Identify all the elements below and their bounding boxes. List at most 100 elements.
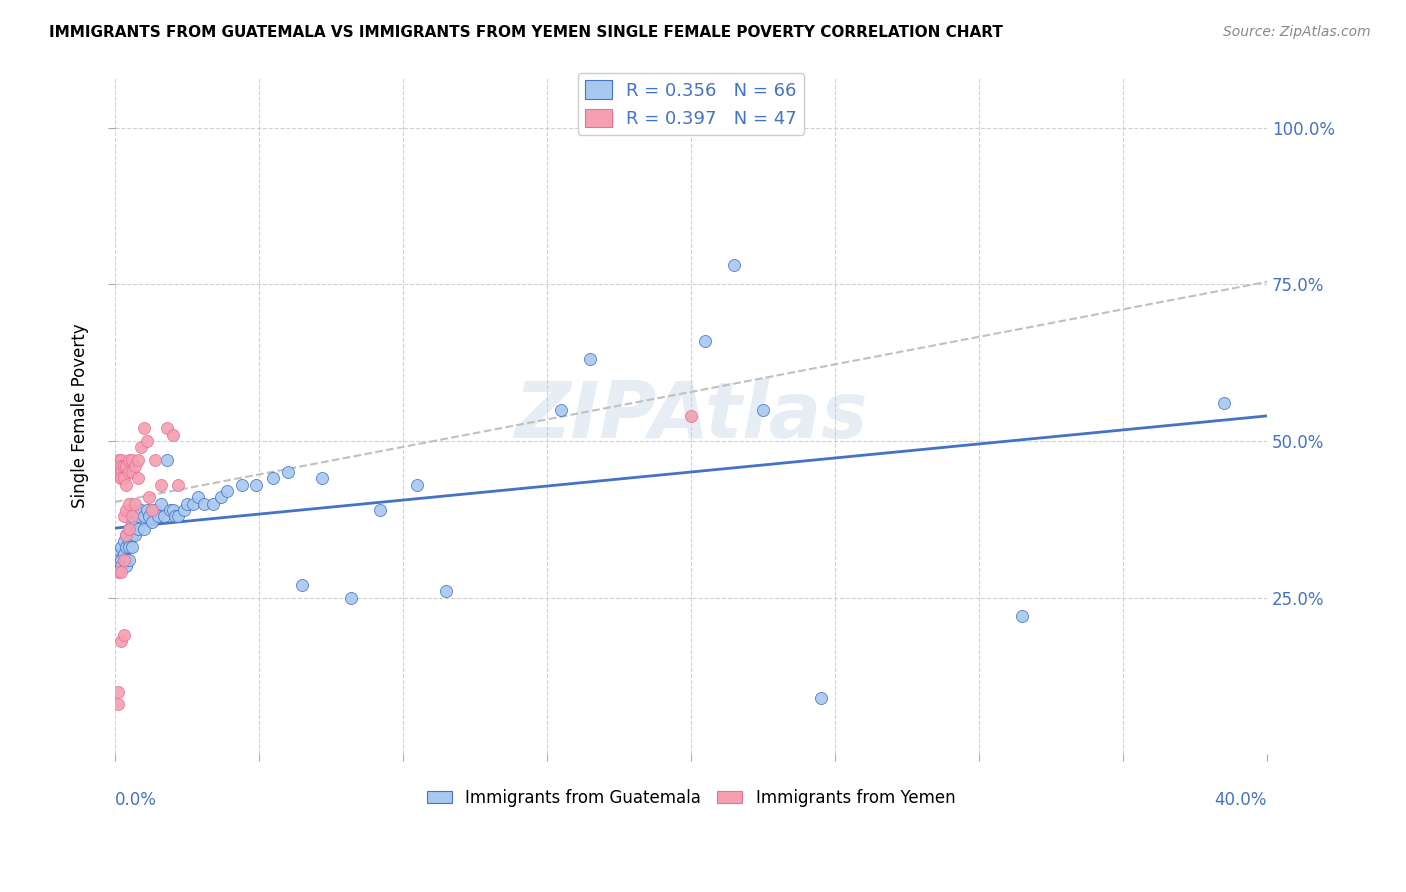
Point <box>143 452 166 467</box>
Point <box>115 553 138 567</box>
Point <box>162 427 184 442</box>
Point <box>143 503 166 517</box>
Point <box>434 584 457 599</box>
Point <box>550 402 572 417</box>
Point <box>146 509 169 524</box>
Point <box>193 497 215 511</box>
Point <box>115 503 138 517</box>
Point <box>201 497 224 511</box>
Text: ZIPAtlas: ZIPAtlas <box>515 378 868 454</box>
Point <box>107 465 129 479</box>
Point <box>695 334 717 348</box>
Point <box>118 541 141 555</box>
Point <box>141 503 163 517</box>
Point <box>110 452 132 467</box>
Point <box>110 471 132 485</box>
Point <box>141 516 163 530</box>
Point <box>110 559 132 574</box>
Point <box>129 503 152 517</box>
Point <box>1212 396 1234 410</box>
Point <box>121 509 143 524</box>
Point <box>118 534 141 549</box>
Point <box>112 628 135 642</box>
Point <box>112 458 135 473</box>
Point <box>110 541 132 555</box>
Point <box>115 559 138 574</box>
Point <box>121 452 143 467</box>
Point <box>118 553 141 567</box>
Point <box>277 465 299 479</box>
Point <box>167 477 190 491</box>
Point <box>121 516 143 530</box>
Point <box>115 528 138 542</box>
Point <box>138 509 160 524</box>
Point <box>107 697 129 711</box>
Point <box>135 434 157 448</box>
Text: 40.0%: 40.0% <box>1215 791 1267 809</box>
Point <box>107 566 129 580</box>
Point <box>368 503 391 517</box>
Text: IMMIGRANTS FROM GUATEMALA VS IMMIGRANTS FROM YEMEN SINGLE FEMALE POVERTY CORRELA: IMMIGRANTS FROM GUATEMALA VS IMMIGRANTS … <box>49 25 1002 40</box>
Point <box>107 458 129 473</box>
Point <box>135 503 157 517</box>
Legend: Immigrants from Guatemala, Immigrants from Yemen: Immigrants from Guatemala, Immigrants fr… <box>420 782 962 814</box>
Point <box>107 547 129 561</box>
Point <box>167 509 190 524</box>
Text: Source: ZipAtlas.com: Source: ZipAtlas.com <box>1223 25 1371 39</box>
Point <box>124 497 146 511</box>
Point <box>107 559 129 574</box>
Point <box>162 503 184 517</box>
Point <box>118 522 141 536</box>
Point <box>217 483 239 498</box>
Point <box>150 497 173 511</box>
Point <box>112 509 135 524</box>
Point <box>107 458 129 473</box>
Point <box>115 528 138 542</box>
Point <box>245 477 267 491</box>
Point <box>112 547 135 561</box>
Point <box>107 458 129 473</box>
Point <box>173 503 195 517</box>
Point <box>115 477 138 491</box>
Point <box>107 684 129 698</box>
Point <box>107 553 129 567</box>
Point <box>112 553 135 567</box>
Point <box>127 509 149 524</box>
Point <box>112 534 135 549</box>
Point <box>141 503 163 517</box>
Point <box>176 497 198 511</box>
Point <box>127 522 149 536</box>
Point <box>124 516 146 530</box>
Point <box>132 509 155 524</box>
Point <box>110 458 132 473</box>
Point <box>121 465 143 479</box>
Point <box>181 497 204 511</box>
Point <box>112 553 135 567</box>
Text: 0.0%: 0.0% <box>115 791 157 809</box>
Point <box>124 528 146 542</box>
Point <box>231 477 253 491</box>
Point <box>311 471 333 485</box>
Point <box>262 471 284 485</box>
Point <box>810 690 832 705</box>
Point <box>115 458 138 473</box>
Point <box>579 352 602 367</box>
Point <box>291 578 314 592</box>
Point <box>110 634 132 648</box>
Point <box>1011 609 1033 624</box>
Point <box>127 452 149 467</box>
Point <box>110 553 132 567</box>
Point <box>129 440 152 454</box>
Point <box>138 490 160 504</box>
Y-axis label: Single Female Poverty: Single Female Poverty <box>72 324 89 508</box>
Point <box>118 522 141 536</box>
Point <box>118 465 141 479</box>
Point <box>110 465 132 479</box>
Point <box>159 503 181 517</box>
Point <box>107 458 129 473</box>
Point <box>150 477 173 491</box>
Point <box>110 471 132 485</box>
Point <box>187 490 209 504</box>
Point <box>752 402 775 417</box>
Point <box>723 259 745 273</box>
